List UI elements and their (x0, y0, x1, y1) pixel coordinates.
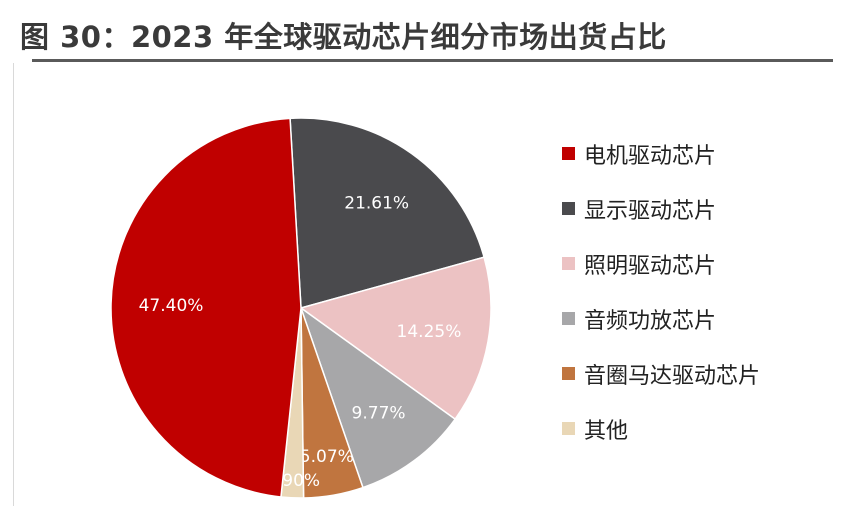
pie-slice-5 (110, 117, 302, 498)
legend-label: 显示驱动芯片 (584, 198, 717, 224)
legend-label: 音圈马达驱动芯片 (584, 363, 761, 389)
title-underline (32, 59, 833, 62)
chart-title: 图 30：2023 年全球驱动芯片细分市场出货占比 (20, 20, 667, 54)
legend-item: 电机驱动芯片 (562, 126, 760, 181)
slice-data-label: 9.77% (352, 403, 406, 423)
slice-data-label: 47.40% (139, 296, 204, 316)
legend-swatch (562, 202, 575, 215)
legend-label: 照明驱动芯片 (584, 253, 717, 279)
legend-item: 音圈马达驱动芯片 (562, 346, 760, 401)
legend-swatch (562, 422, 575, 435)
legend-label: 电机驱动芯片 (584, 143, 717, 169)
legend-item: 音频功放芯片 (562, 291, 760, 346)
pie-slice-0 (289, 117, 486, 309)
legend-item: 其他 (562, 401, 760, 456)
legend-label: 音频功放芯片 (584, 308, 717, 334)
slice-data-label: 5.07% (300, 447, 354, 467)
slice-data-label: 21.61% (344, 193, 409, 213)
legend-label: 其他 (584, 418, 629, 444)
pie-slice-1 (299, 256, 492, 421)
legend-swatch (562, 257, 575, 270)
legend: 电机驱动芯片 显示驱动芯片 照明驱动芯片 音频功放芯片音圈马达驱动芯片 其他 (562, 126, 760, 456)
legend-swatch (562, 147, 575, 160)
legend-swatch (562, 312, 575, 325)
legend-swatch (562, 367, 575, 380)
left-border (13, 63, 14, 506)
slice-data-label: 14.25% (397, 322, 462, 342)
pie-slice-2 (299, 306, 457, 489)
legend-item: 照明驱动芯片 (562, 236, 760, 291)
legend-item: 显示驱动芯片 (562, 181, 760, 236)
